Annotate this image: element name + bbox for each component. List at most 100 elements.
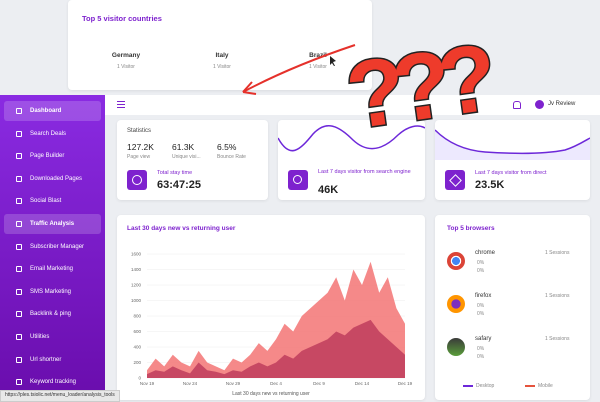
- country-visitors: 1 Visitor: [213, 64, 231, 70]
- sidebar-label: Social Blast: [30, 198, 62, 205]
- browser-p2: 0%: [477, 311, 485, 317]
- y-tick-label: 1400: [131, 267, 142, 272]
- x-tick-label: Nov 24: [183, 381, 198, 386]
- sidebar-icon: [16, 175, 22, 182]
- country-visitors: 1 Visitor: [117, 64, 135, 70]
- countries-popup: Top 5 visitor countries Germany 1 Visitor…: [68, 0, 372, 90]
- metric-value: 61.3K: [172, 142, 195, 152]
- legend-swatch: [463, 385, 473, 387]
- user-name[interactable]: Jv Review: [548, 101, 576, 107]
- mini-chart: [278, 125, 425, 152]
- sidebar-item[interactable]: Search Deals: [4, 124, 101, 144]
- sidebar-label: Dashboard: [30, 108, 62, 114]
- card-title: Statistics: [127, 128, 152, 134]
- sidebar-icon: [16, 108, 22, 114]
- browser-sessions: 1 Sessions: [545, 293, 570, 299]
- browser-icon: [447, 295, 465, 313]
- browser-p1: 0%: [477, 260, 485, 266]
- browser-name: firefox: [475, 293, 492, 299]
- metric-value: 6.5%: [217, 142, 237, 152]
- sidebar: Dashboard Search Deals Page Builder Downloa…: [0, 95, 105, 395]
- y-tick-label: 1000: [131, 298, 142, 303]
- direct-label: Last 7 days visitor from direct: [475, 170, 547, 176]
- sidebar-icon: [16, 311, 22, 318]
- sidebar-item[interactable]: Dashboard: [4, 101, 101, 121]
- sidebar-item[interactable]: Social Blast: [4, 191, 101, 211]
- direct-value: 23.5K: [475, 179, 505, 191]
- popup-title: Top 5 visitor countries: [82, 14, 162, 23]
- sidebar-icon: [16, 379, 22, 386]
- metric-value: 127.2K: [127, 142, 154, 152]
- x-tick-label: Nov 19: [140, 381, 155, 386]
- browser-sessions: 1 Sessions: [545, 336, 570, 342]
- country-visitors: 1 Visitor: [309, 64, 327, 70]
- clock-icon: [127, 170, 147, 190]
- y-tick-label: 200: [133, 360, 141, 365]
- arrow: [242, 44, 356, 93]
- search-icon: [288, 170, 308, 190]
- browser-p2: 0%: [477, 268, 485, 274]
- browser-p2: 0%: [477, 354, 485, 360]
- sidebar-item[interactable]: SMS Marketing: [4, 282, 101, 302]
- sidebar-item[interactable]: Subscriber Manager: [4, 237, 101, 257]
- sidebar-item[interactable]: Traffic Analysis: [4, 214, 101, 234]
- sidebar-icon: [16, 266, 22, 273]
- metric-label: Bounce Rate: [217, 154, 246, 160]
- sidebar-label: Traffic Analysis: [30, 221, 75, 227]
- statistics-card: Statistics 127.2K Page view 61.3K Unique vi…: [117, 120, 268, 200]
- area: [147, 319, 405, 378]
- chart-card: Last 30 days new vs returning user Last …: [117, 215, 425, 400]
- stay-value: 63:47:25: [157, 179, 202, 191]
- metric-label: Unique visi...: [172, 154, 201, 160]
- question-marks: ???: [340, 25, 498, 150]
- browser-p1: 0%: [477, 346, 485, 352]
- sidebar-label: Utilities: [30, 334, 50, 340]
- sidebar-icon: [16, 288, 22, 295]
- chart-title: Last 30 days new vs returning user: [127, 225, 236, 232]
- direct-icon: [445, 170, 465, 190]
- sidebar-label: Search Deals: [30, 130, 67, 137]
- sidebar-label: Email Marketing: [30, 266, 74, 273]
- sidebar-item[interactable]: Backlink & ping: [4, 304, 101, 324]
- y-tick-label: 1600: [131, 252, 142, 257]
- metric-label: Page view: [127, 154, 151, 160]
- browser-name: safary: [475, 336, 492, 342]
- menu-icon[interactable]: [117, 101, 125, 102]
- y-tick-label: 0: [138, 376, 141, 381]
- sidebar-item[interactable]: Utilities: [4, 327, 101, 347]
- legend-label: Mobile: [538, 383, 553, 389]
- legend-label: Desktop: [476, 383, 495, 389]
- sidebar-icon: [16, 243, 22, 250]
- sidebar-label: Page Builder: [30, 153, 65, 160]
- y-tick-label: 1200: [131, 283, 142, 288]
- sidebar-label: SMS Marketing: [30, 288, 72, 295]
- search-label: Last 7 days visitor from search engine: [318, 169, 411, 175]
- arrow-head: [242, 81, 257, 95]
- country-name: Germany: [111, 52, 141, 59]
- avatar[interactable]: [535, 100, 544, 109]
- sidebar-icon: [16, 221, 22, 227]
- cursor: [330, 56, 336, 66]
- legend-swatch: [525, 385, 535, 387]
- sidebar-icon: [16, 130, 22, 137]
- area-chart: Last 30 days new vs returning user 0 200 4…: [131, 252, 413, 398]
- sidebar-icon: [16, 153, 22, 160]
- sidebar-item[interactable]: Downloaded Pages: [4, 169, 101, 189]
- sidebar-item[interactable]: Keyword tracking: [4, 372, 101, 392]
- browser-p1: 0%: [477, 303, 485, 309]
- sidebar-item[interactable]: Email Marketing: [4, 259, 101, 279]
- sidebar-label: Url shortner: [30, 356, 62, 363]
- y-tick-label: 800: [133, 314, 141, 319]
- sidebar-item[interactable]: Url shortner: [4, 350, 101, 370]
- country-name: Brazil: [309, 52, 327, 59]
- sidebar-label: Subscriber Manager: [30, 243, 85, 250]
- sidebar-item[interactable]: Page Builder: [4, 146, 101, 166]
- bell-icon[interactable]: [513, 101, 521, 109]
- sidebar-label: Downloaded Pages: [30, 175, 83, 182]
- browser-icon: [447, 252, 465, 270]
- search-value: 46K: [318, 184, 339, 196]
- stay-label: Total stay time: [157, 170, 193, 176]
- search-card: Last 7 days visitor from search engine 4…: [278, 120, 425, 200]
- browser-sessions: 1 Sessions: [545, 250, 570, 256]
